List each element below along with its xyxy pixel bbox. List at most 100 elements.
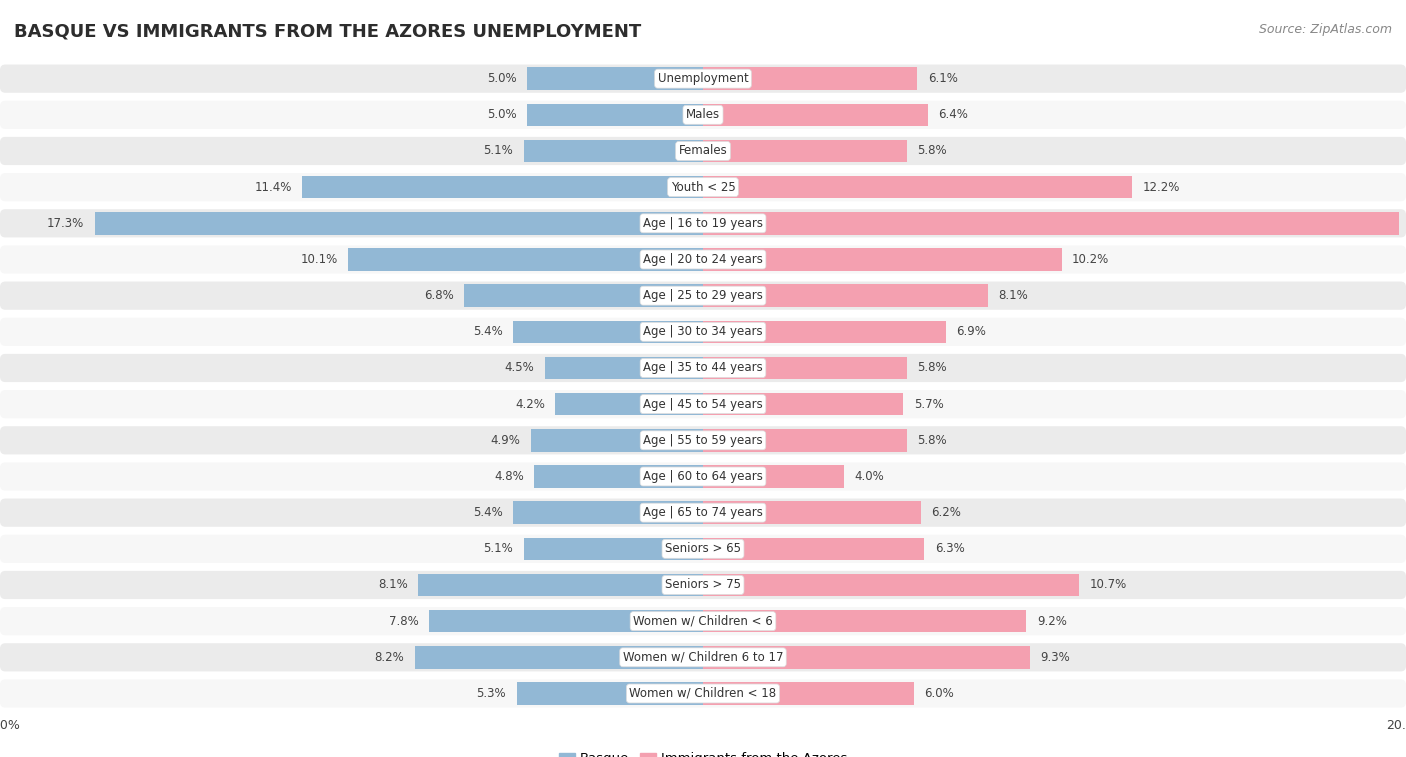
- Legend: Basque, Immigrants from the Azores: Basque, Immigrants from the Azores: [554, 746, 852, 757]
- Text: Seniors > 75: Seniors > 75: [665, 578, 741, 591]
- Text: 6.3%: 6.3%: [935, 542, 965, 556]
- Bar: [703, 176, 1132, 198]
- Text: 5.1%: 5.1%: [484, 542, 513, 556]
- Text: 6.2%: 6.2%: [932, 506, 962, 519]
- Text: 4.9%: 4.9%: [491, 434, 520, 447]
- FancyBboxPatch shape: [0, 137, 1406, 165]
- Bar: [703, 610, 1026, 632]
- Text: Women w/ Children < 6: Women w/ Children < 6: [633, 615, 773, 628]
- FancyBboxPatch shape: [0, 571, 1406, 599]
- FancyBboxPatch shape: [0, 209, 1406, 238]
- Text: 5.0%: 5.0%: [486, 72, 517, 85]
- Bar: [703, 393, 904, 416]
- Text: 4.2%: 4.2%: [515, 397, 546, 410]
- Text: Age | 20 to 24 years: Age | 20 to 24 years: [643, 253, 763, 266]
- Text: 8.2%: 8.2%: [374, 651, 405, 664]
- Bar: [546, 357, 703, 379]
- Bar: [531, 429, 703, 451]
- Text: 4.0%: 4.0%: [855, 470, 884, 483]
- Bar: [703, 104, 928, 126]
- Text: Age | 25 to 29 years: Age | 25 to 29 years: [643, 289, 763, 302]
- Bar: [527, 104, 703, 126]
- Bar: [703, 67, 917, 90]
- Bar: [349, 248, 703, 271]
- FancyBboxPatch shape: [0, 282, 1406, 310]
- Text: Unemployment: Unemployment: [658, 72, 748, 85]
- Text: 5.8%: 5.8%: [917, 145, 948, 157]
- Bar: [703, 357, 907, 379]
- Bar: [703, 574, 1080, 597]
- Text: 4.5%: 4.5%: [505, 362, 534, 375]
- Text: 17.3%: 17.3%: [48, 217, 84, 230]
- Text: 5.4%: 5.4%: [472, 506, 503, 519]
- Text: 9.3%: 9.3%: [1040, 651, 1070, 664]
- Text: Age | 30 to 34 years: Age | 30 to 34 years: [643, 326, 763, 338]
- Bar: [415, 646, 703, 668]
- Text: 6.4%: 6.4%: [939, 108, 969, 121]
- Text: Age | 65 to 74 years: Age | 65 to 74 years: [643, 506, 763, 519]
- Text: 6.0%: 6.0%: [925, 687, 955, 700]
- Text: 4.8%: 4.8%: [494, 470, 524, 483]
- Text: 9.2%: 9.2%: [1038, 615, 1067, 628]
- FancyBboxPatch shape: [0, 245, 1406, 273]
- Text: Seniors > 65: Seniors > 65: [665, 542, 741, 556]
- Text: Age | 60 to 64 years: Age | 60 to 64 years: [643, 470, 763, 483]
- FancyBboxPatch shape: [0, 390, 1406, 419]
- Bar: [429, 610, 703, 632]
- Text: Age | 16 to 19 years: Age | 16 to 19 years: [643, 217, 763, 230]
- Text: 5.0%: 5.0%: [486, 108, 517, 121]
- Bar: [703, 682, 914, 705]
- Bar: [534, 466, 703, 488]
- Bar: [703, 285, 987, 307]
- Text: 8.1%: 8.1%: [378, 578, 408, 591]
- Bar: [302, 176, 703, 198]
- Bar: [703, 212, 1399, 235]
- FancyBboxPatch shape: [0, 318, 1406, 346]
- FancyBboxPatch shape: [0, 173, 1406, 201]
- Text: 6.1%: 6.1%: [928, 72, 957, 85]
- Bar: [517, 682, 703, 705]
- Bar: [513, 321, 703, 343]
- Bar: [703, 248, 1062, 271]
- Text: 5.4%: 5.4%: [472, 326, 503, 338]
- Bar: [464, 285, 703, 307]
- FancyBboxPatch shape: [0, 64, 1406, 93]
- Text: Youth < 25: Youth < 25: [671, 181, 735, 194]
- Bar: [703, 537, 925, 560]
- Bar: [703, 429, 907, 451]
- Text: 11.4%: 11.4%: [254, 181, 292, 194]
- Bar: [513, 501, 703, 524]
- Text: 8.1%: 8.1%: [998, 289, 1028, 302]
- Bar: [703, 501, 921, 524]
- FancyBboxPatch shape: [0, 679, 1406, 708]
- FancyBboxPatch shape: [0, 643, 1406, 671]
- FancyBboxPatch shape: [0, 534, 1406, 563]
- FancyBboxPatch shape: [0, 354, 1406, 382]
- Bar: [527, 67, 703, 90]
- Bar: [94, 212, 703, 235]
- Text: 5.7%: 5.7%: [914, 397, 943, 410]
- Text: Age | 45 to 54 years: Age | 45 to 54 years: [643, 397, 763, 410]
- Text: Males: Males: [686, 108, 720, 121]
- FancyBboxPatch shape: [0, 499, 1406, 527]
- Text: 10.2%: 10.2%: [1073, 253, 1109, 266]
- Text: 6.8%: 6.8%: [423, 289, 454, 302]
- Text: Age | 55 to 59 years: Age | 55 to 59 years: [643, 434, 763, 447]
- Text: 5.1%: 5.1%: [484, 145, 513, 157]
- Bar: [524, 140, 703, 162]
- Text: Age | 35 to 44 years: Age | 35 to 44 years: [643, 362, 763, 375]
- Text: BASQUE VS IMMIGRANTS FROM THE AZORES UNEMPLOYMENT: BASQUE VS IMMIGRANTS FROM THE AZORES UNE…: [14, 23, 641, 41]
- Bar: [555, 393, 703, 416]
- Text: 12.2%: 12.2%: [1142, 181, 1180, 194]
- FancyBboxPatch shape: [0, 463, 1406, 491]
- Text: 10.1%: 10.1%: [301, 253, 337, 266]
- FancyBboxPatch shape: [0, 607, 1406, 635]
- Bar: [703, 321, 945, 343]
- Text: Women w/ Children 6 to 17: Women w/ Children 6 to 17: [623, 651, 783, 664]
- Text: 5.8%: 5.8%: [917, 434, 948, 447]
- Text: 10.7%: 10.7%: [1090, 578, 1126, 591]
- Bar: [703, 140, 907, 162]
- Text: 5.3%: 5.3%: [477, 687, 506, 700]
- Text: 5.8%: 5.8%: [917, 362, 948, 375]
- Bar: [703, 466, 844, 488]
